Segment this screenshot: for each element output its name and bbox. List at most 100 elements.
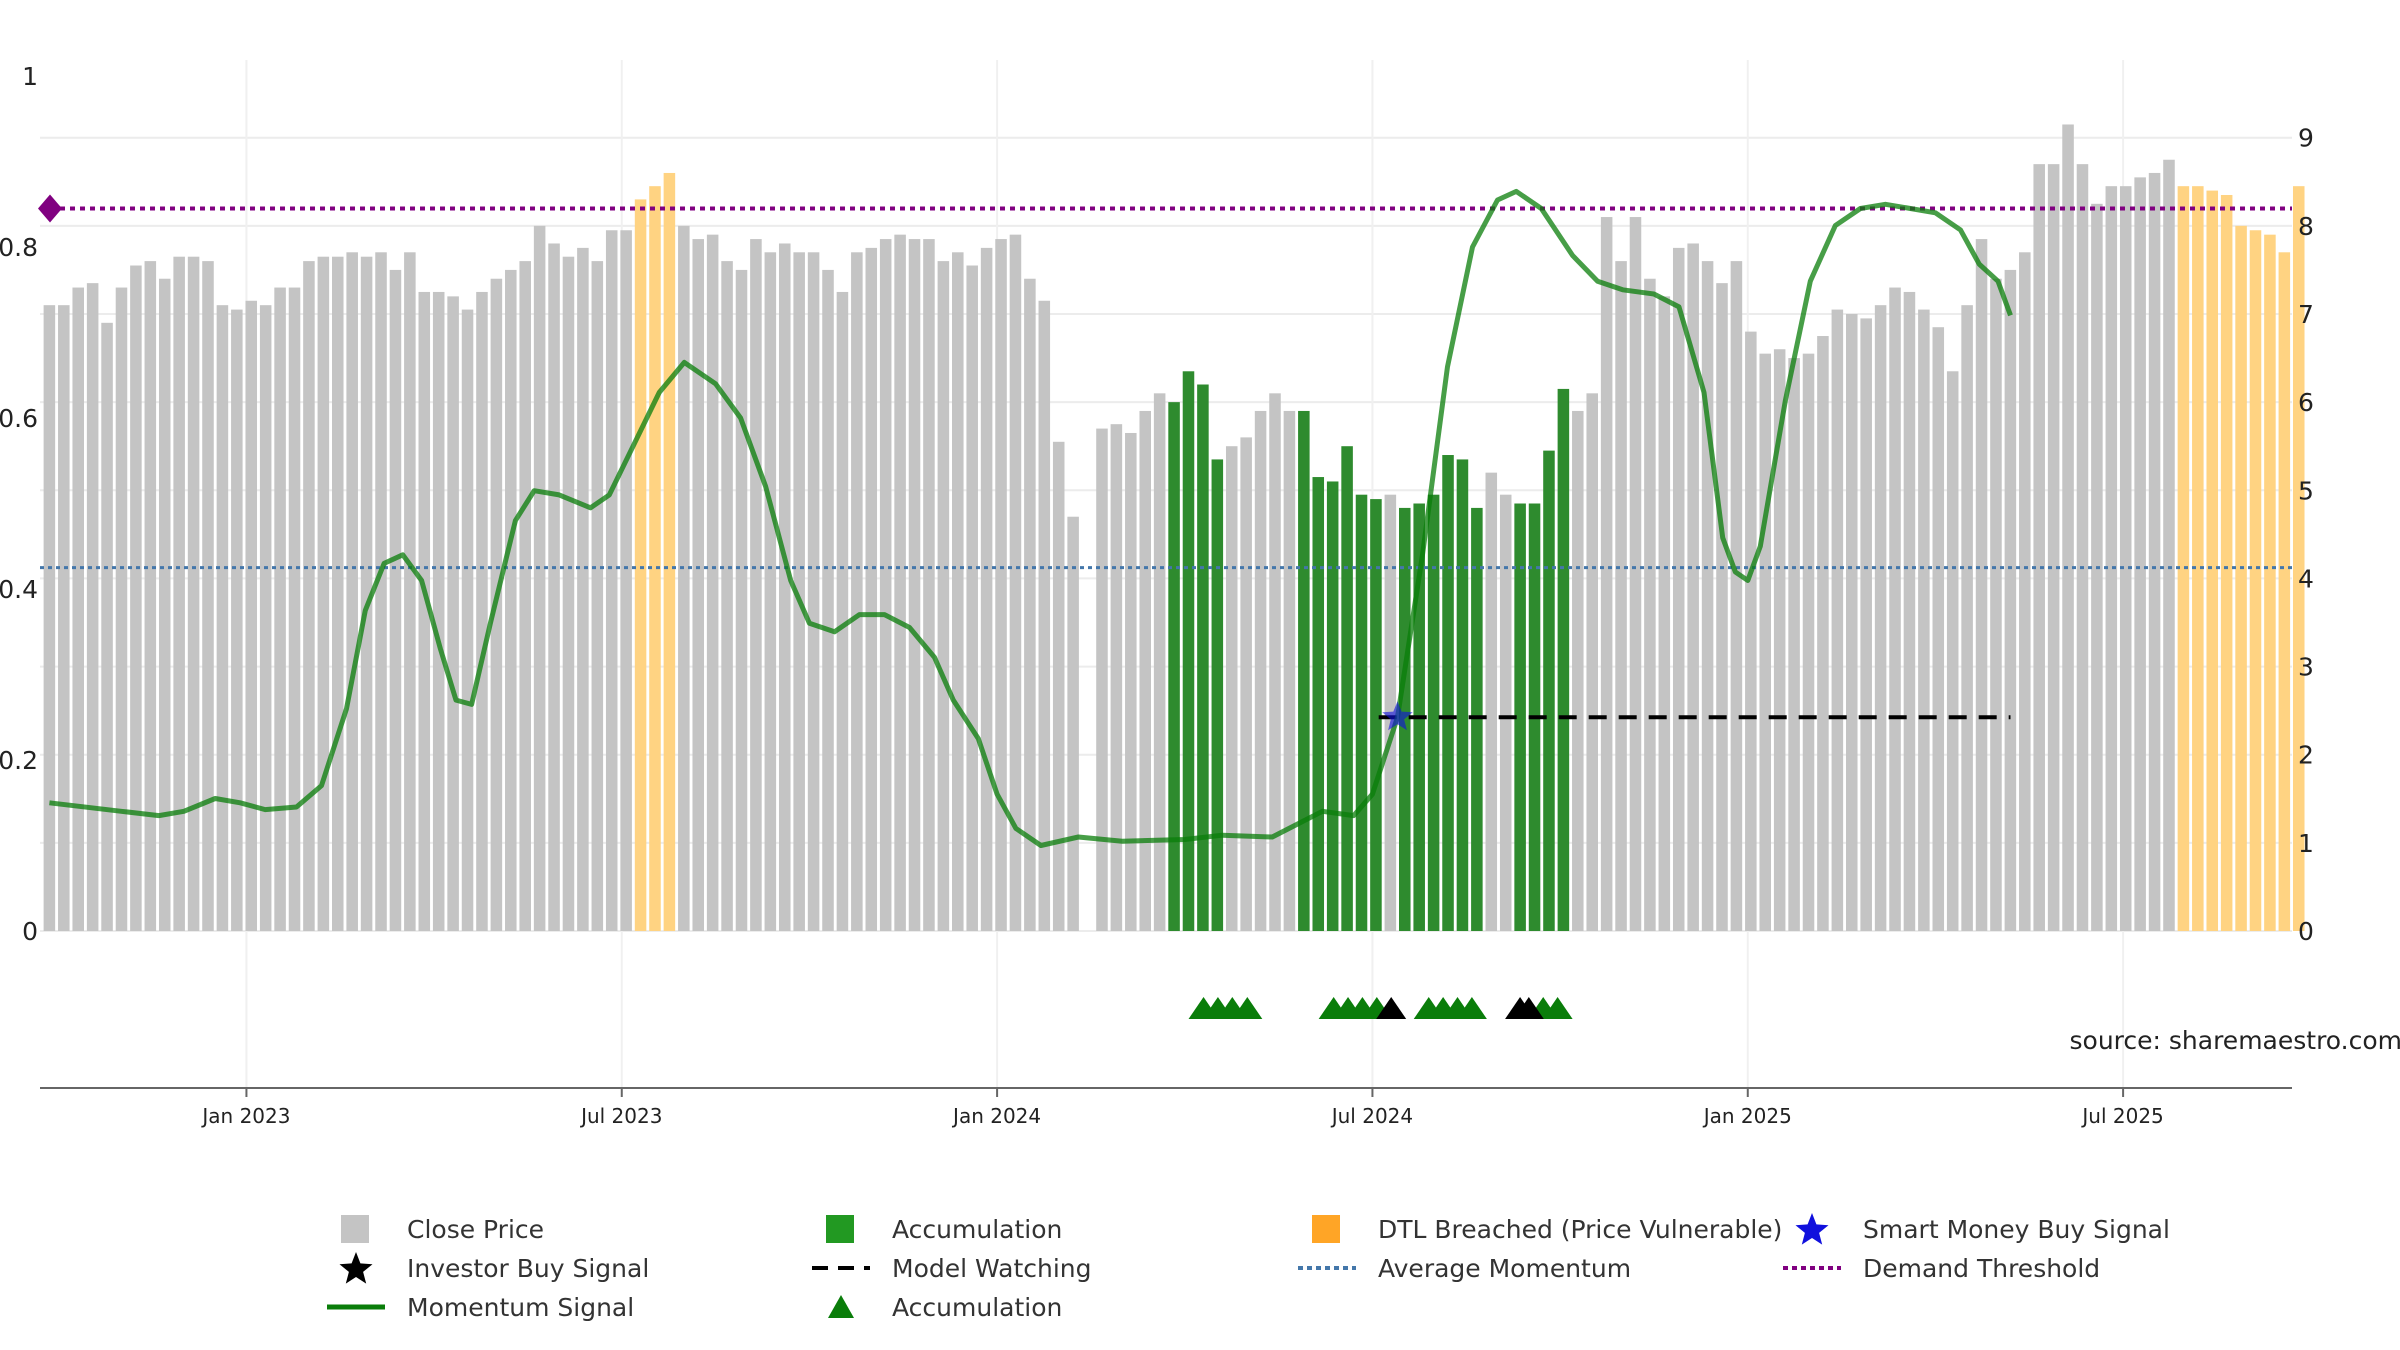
dtl-breached-bar — [2264, 234, 2276, 931]
close-price-bar — [519, 261, 531, 931]
y-left-tick-label: 0.2 — [0, 746, 38, 775]
close-price-bar — [778, 243, 791, 931]
close-price-bar — [822, 269, 834, 932]
close-price-bar — [1903, 291, 1916, 931]
close-price-bar — [2163, 159, 2175, 931]
close-price-bar — [1254, 410, 1267, 931]
close-price-bar — [1874, 305, 1887, 931]
legend-accumulation-triangle: Accumulation — [810, 1290, 1062, 1324]
close-price-bar — [375, 252, 387, 931]
close-price-bar — [1817, 336, 1829, 932]
dotted-line-icon — [1298, 1266, 1356, 1270]
accumulation-bar — [1312, 477, 1325, 931]
accumulation-bar — [1355, 494, 1368, 931]
close-price-bar — [1153, 393, 1166, 931]
accumulation-triangle — [1232, 997, 1263, 1019]
close-price-bar — [505, 269, 517, 932]
close-price-bar — [1672, 247, 1685, 931]
legend-label: Accumulation — [892, 1214, 1063, 1244]
legend-demand-threshold: Demand Threshold — [1781, 1251, 2100, 1285]
legend: Close Price Accumulation DTL Breached (P… — [325, 1212, 2225, 1332]
close-price-bar — [1745, 331, 1757, 932]
close-price-bar — [1240, 437, 1252, 931]
source-annotation: source: sharemaestro.com — [2070, 1026, 2400, 1055]
close-price-bar — [1067, 516, 1079, 931]
legend-label: Accumulation — [892, 1292, 1063, 1322]
close-price-bar — [1644, 278, 1656, 932]
momentum-signal-line — [49, 188, 2013, 848]
accumulation-bar — [1514, 503, 1526, 931]
x-tick-label: Jul 2023 — [579, 1104, 662, 1128]
close-price-bar — [43, 305, 56, 931]
accumulation-bar — [1399, 507, 1411, 931]
close-price-bar — [577, 247, 589, 931]
close-price-bar — [202, 261, 214, 931]
close-price-bar — [346, 252, 358, 931]
dtl-breached-bar — [2177, 186, 2190, 931]
close-price-bar — [894, 234, 906, 931]
x-tick-label: Jan 2023 — [200, 1104, 290, 1128]
close-price-bar — [952, 252, 964, 931]
close-price-bar — [1802, 353, 1815, 931]
close-price-bar — [2134, 177, 2146, 932]
accumulation-bar — [1442, 455, 1454, 931]
close-price-bar — [1225, 446, 1238, 931]
close-price-bar — [865, 247, 878, 931]
dtl-breached-bar — [649, 186, 661, 931]
close-price-bar — [187, 256, 200, 931]
close-price-bar — [1918, 309, 1930, 931]
close-price-bar — [908, 239, 921, 931]
legend-label: Close Price — [407, 1214, 545, 1244]
dtl-breached-bar — [2249, 230, 2262, 932]
investor-buy-triangle — [1376, 997, 1407, 1019]
close-price-bar — [1730, 261, 1743, 931]
legend-label: Smart Money Buy Signal — [1863, 1214, 2170, 1244]
close-price-bar — [1788, 358, 1800, 931]
accumulation-bar — [1326, 481, 1339, 931]
close-price-bar — [418, 291, 431, 931]
close-price-bar — [58, 305, 70, 931]
signal-markers — [1188, 997, 1573, 1019]
close-price-bar — [173, 256, 185, 931]
close-price-bar — [2119, 186, 2132, 931]
close-price-bar — [231, 309, 243, 931]
close-price-swatch — [341, 1215, 369, 1243]
close-price-bar — [1572, 410, 1584, 931]
dtl-breached-bar — [2292, 186, 2305, 931]
close-price-bar — [2076, 164, 2089, 931]
close-price-bar — [980, 247, 993, 931]
close-price-bar — [923, 239, 935, 931]
close-price-bar — [216, 305, 229, 931]
accumulation-bar — [1182, 371, 1195, 931]
close-price-bar — [807, 252, 820, 931]
y-right-tick-label: 9 — [2298, 124, 2314, 153]
close-price-bar — [836, 291, 849, 931]
close-price-bar — [1845, 313, 1858, 931]
accumulation-triangle — [1542, 997, 1573, 1019]
triangle-icon — [828, 1295, 854, 1318]
close-price-bar — [2062, 124, 2074, 932]
close-price-bar — [101, 322, 113, 931]
dash-line-icon — [812, 1266, 870, 1270]
close-price-bar — [1687, 243, 1699, 931]
close-price-bar — [1110, 424, 1123, 931]
close-price-bar — [937, 261, 950, 931]
close-price-bar — [995, 239, 1007, 931]
close-price-bar — [533, 225, 546, 932]
close-price-bar — [1990, 278, 2002, 932]
legend-momentum-signal: Momentum Signal — [325, 1290, 634, 1324]
close-price-bar — [144, 261, 157, 931]
close-price-bars — [43, 124, 2305, 932]
close-price-bar — [274, 287, 286, 931]
close-price-bar — [1658, 296, 1671, 931]
close-price-bar — [461, 309, 474, 931]
accumulation-bar — [1298, 410, 1310, 931]
legend-label: Momentum Signal — [407, 1292, 635, 1322]
black-star-icon — [339, 1252, 373, 1284]
close-price-bar — [1629, 217, 1642, 931]
y-right-tick-label: 1 — [2298, 829, 2314, 858]
x-tick-label: Jan 2024 — [951, 1104, 1041, 1128]
y-left-tick-label: 1 — [22, 62, 38, 91]
close-price-bar — [692, 239, 705, 931]
accumulation-bar — [1211, 459, 1224, 931]
